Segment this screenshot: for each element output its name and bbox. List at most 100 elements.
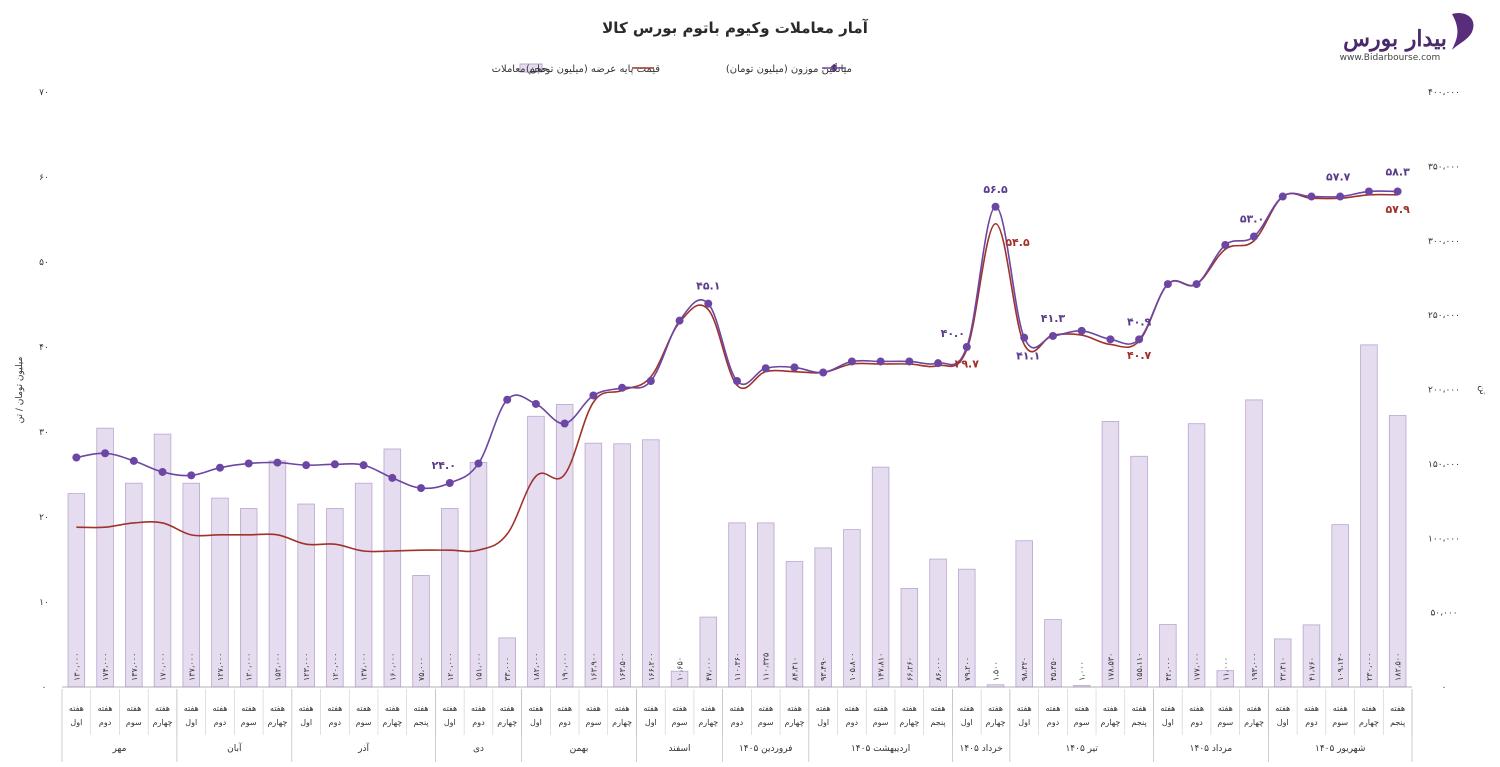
legend-avg-label: میانگین موزون (میلیون تومان) xyxy=(726,63,852,75)
week-label-line1: هفته xyxy=(1045,704,1060,713)
volume-label: ۳۳،۰۰۰ xyxy=(503,657,512,681)
avg-price-point xyxy=(215,463,224,472)
week-label-line2: دوم xyxy=(1305,718,1318,727)
volume-bar xyxy=(527,415,545,688)
avg-price-point xyxy=(991,202,1000,211)
week-label-line2: چهارم xyxy=(497,718,517,727)
week-label-line1: هفته xyxy=(931,704,946,713)
base-data-label: ۴۰.۷ xyxy=(1127,349,1152,362)
right-tick-label: ۱۵۰،۰۰۰ xyxy=(1428,460,1460,470)
avg-price-point xyxy=(273,458,282,467)
week-label-line1: هفته xyxy=(758,704,773,713)
avg-data-label: ۴۱.۳ xyxy=(1041,312,1066,325)
week-label-line2: سوم xyxy=(873,718,889,727)
week-label-line2: اول xyxy=(444,718,456,727)
volume-label: ۱۶۳،۵۰۰ xyxy=(618,653,627,681)
right-tick-label: ۳۵۰،۰۰۰ xyxy=(1428,162,1460,172)
avg-price-point xyxy=(359,461,368,470)
avg-price-point xyxy=(1163,280,1172,289)
left-tick-label: ۲۰ xyxy=(39,513,49,523)
week-label-line2: سوم xyxy=(241,718,257,727)
volume-label: ۱۰۵،۸۰۰ xyxy=(848,653,857,681)
week-label-line1: هفته xyxy=(1103,704,1118,713)
right-tick-label: ۴۰۰،۰۰۰ xyxy=(1428,88,1460,98)
volume-label: ۱۹۳،۰۰۰ xyxy=(1250,653,1259,681)
week-label-line1: هفته xyxy=(299,704,314,713)
avg-price-point xyxy=(847,357,856,366)
month-label: بهمن xyxy=(570,744,589,754)
month-label: شهریور ۱۴۰۵ xyxy=(1315,744,1365,754)
week-label-line1: هفته xyxy=(1333,704,1348,713)
week-label-line1: هفته xyxy=(528,704,543,713)
annotations: ۲۴.۰ ۴۵.۱ ۴۰.۰ ۵۶.۵ ۴۱.۱ ۴۱.۳ ۴۰.۹ ۵۳.۰ ۵۷.۷ ۵۸.۳… xyxy=(432,165,1410,472)
week-label-line2: سوم xyxy=(672,718,688,727)
legend-volume-label: حجم معاملات xyxy=(492,64,548,75)
week-label-line2: چهارم xyxy=(899,718,919,727)
avg-price-point xyxy=(1336,192,1345,201)
volume-label: ۱،۰۰۰ xyxy=(1078,661,1087,681)
volume-label: ۱۶۳،۹۰۰ xyxy=(589,653,598,681)
avg-data-label: ۴۰.۹ xyxy=(1127,315,1152,328)
volume-label: ۱۱۰،۳۲۵ xyxy=(762,653,771,681)
week-label-line2: اول xyxy=(1277,718,1289,727)
week-label-line1: هفته xyxy=(1017,704,1032,713)
week-label-line2: اول xyxy=(300,718,312,727)
left-tick-label: ۷۰ xyxy=(39,88,49,98)
month-label: دی xyxy=(473,744,484,754)
avg-price-point xyxy=(819,368,828,377)
volume-bar xyxy=(642,439,660,688)
logo-name: بیدار بورس xyxy=(1343,26,1447,52)
week-label-line2: اول xyxy=(185,718,197,727)
week-label-line1: هفته xyxy=(98,704,113,713)
volume-label: ۱۵۱،۰۰۰ xyxy=(474,653,483,681)
week-label-line1: هفته xyxy=(701,704,716,713)
avg-price-point xyxy=(1020,333,1029,342)
avg-data-label: ۵۸.۳ xyxy=(1385,165,1410,178)
avg-data-label: ۴۱.۱ xyxy=(1016,350,1040,363)
avg-data-label: ۴۵.۱ xyxy=(696,280,720,293)
right-tick-label: ۲۰۰،۰۰۰ xyxy=(1428,386,1460,396)
volume-label: ۶۶،۲۶۰ xyxy=(905,657,914,681)
avg-price-point xyxy=(445,479,454,487)
avg-price-point xyxy=(646,377,655,385)
volume-bar xyxy=(1245,399,1263,688)
week-label-line1: هفته xyxy=(1132,704,1147,713)
avg-price-point xyxy=(1278,192,1287,201)
avg-price-point xyxy=(876,357,885,366)
month-label: آبان xyxy=(227,742,242,754)
avg-price-point xyxy=(1364,187,1373,196)
week-label-line1: هفته xyxy=(500,704,515,713)
week-label-line1: هفته xyxy=(1074,704,1089,713)
volume-bar xyxy=(383,448,402,688)
volume-label: ۱۰،۶۵۰ xyxy=(676,657,685,681)
week-label-line2: چهارم xyxy=(698,718,718,727)
week-label-line1: هفته xyxy=(1247,704,1262,713)
week-label-line1: هفته xyxy=(270,704,285,713)
avg-price-point xyxy=(417,484,426,493)
avg-price-point xyxy=(589,391,598,400)
volume-label: ۱۲۰،۰۰۰ xyxy=(331,653,340,681)
volume-label: ۱۳۰،۰۰۰ xyxy=(72,653,81,681)
week-label-line1: هفته xyxy=(69,704,84,713)
right-axis-title: تن xyxy=(1477,385,1487,395)
avg-price-point xyxy=(962,343,971,351)
week-label-line1: هفته xyxy=(959,704,974,713)
avg-price-point xyxy=(302,461,311,470)
avg-data-label: ۵۷.۷ xyxy=(1326,171,1351,184)
week-label-line1: هفته xyxy=(1275,704,1290,713)
volume-label: ۱۶۰،۰۰۰ xyxy=(388,653,397,681)
avg-price-point xyxy=(503,395,512,404)
right-tick-label: ۳۰۰،۰۰۰ xyxy=(1428,237,1460,247)
week-label-line1: هفته xyxy=(1304,704,1319,713)
volume-bar xyxy=(613,443,631,688)
volume-label: ۱۹۰،۰۰۰ xyxy=(561,653,570,681)
week-label-line1: هفته xyxy=(643,704,658,713)
week-label-line1: هفته xyxy=(873,704,888,713)
avg-price-point xyxy=(330,460,339,469)
avg-price-point xyxy=(129,456,138,465)
volume-label: ۷۹،۲۰۰ xyxy=(963,657,972,681)
week-label-line2: پنجم xyxy=(1132,718,1147,727)
avg-price-point xyxy=(101,449,110,458)
avg-data-label: ۲۴.۰ xyxy=(432,459,456,472)
month-label: خرداد ۱۴۰۵ xyxy=(960,744,1003,754)
